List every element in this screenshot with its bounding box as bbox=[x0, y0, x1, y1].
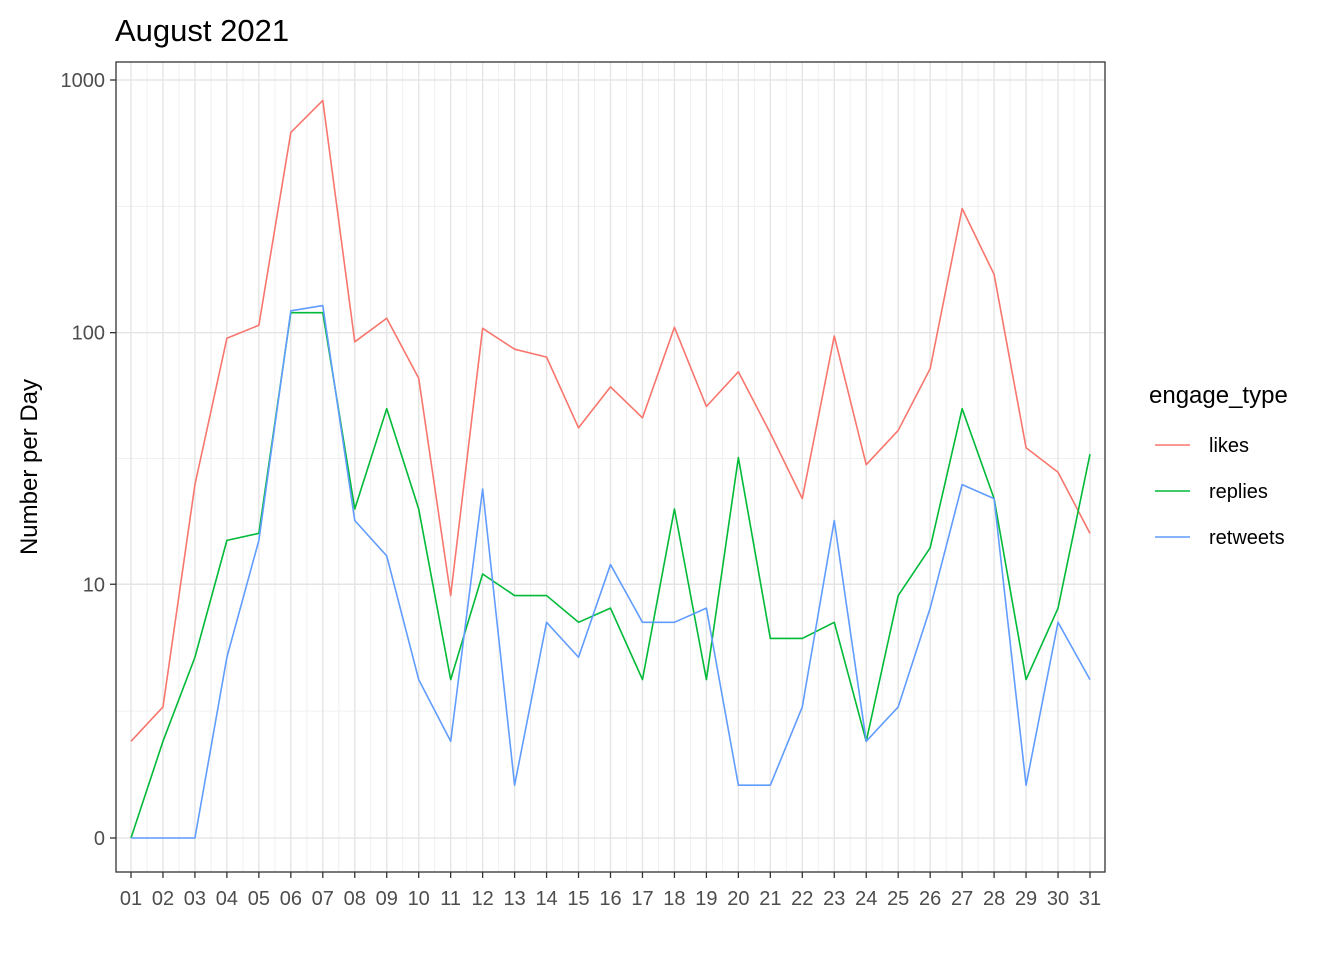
x-tick-label: 07 bbox=[312, 888, 334, 910]
legend-title: engage_type bbox=[1149, 382, 1288, 409]
series-lines bbox=[130, 99, 1091, 839]
series-line-likes bbox=[130, 99, 1091, 742]
series-line-retweets bbox=[131, 304, 1091, 839]
legend-label-replies: replies bbox=[1209, 481, 1268, 503]
y-tick-label: 0 bbox=[94, 828, 105, 850]
x-tick-label: 20 bbox=[727, 888, 749, 910]
y-tick-label: 100 bbox=[72, 323, 105, 345]
x-tick-label: 18 bbox=[663, 888, 685, 910]
x-tick-label: 01 bbox=[120, 888, 142, 910]
legend: engage_type likes replies retweets bbox=[1149, 382, 1288, 549]
x-tick-label: 22 bbox=[791, 888, 813, 910]
y-axis-title: Number per Day bbox=[16, 379, 43, 555]
legend-label-likes: likes bbox=[1209, 435, 1249, 457]
x-tick-label: 02 bbox=[152, 888, 174, 910]
x-tick-label: 13 bbox=[503, 888, 525, 910]
x-axis: 01 02 03 04 05 06 07 08 09 10 11 12 13 14 15 16 17 18 19 20… bbox=[120, 872, 1101, 910]
x-tick-label: 23 bbox=[823, 888, 845, 910]
x-tick-label: 08 bbox=[344, 888, 366, 910]
x-tick-label: 21 bbox=[759, 888, 781, 910]
x-tick-label: 14 bbox=[535, 888, 557, 910]
x-tick-label: 17 bbox=[631, 888, 653, 910]
x-tick-label: 26 bbox=[919, 888, 941, 910]
x-tick-label: 12 bbox=[472, 888, 494, 910]
x-tick-label: 10 bbox=[408, 888, 430, 910]
x-tick-label: 09 bbox=[376, 888, 398, 910]
x-tick-label: 11 bbox=[440, 888, 461, 910]
x-tick-label: 06 bbox=[280, 888, 302, 910]
major-gridlines bbox=[116, 62, 1105, 872]
x-tick-label: 24 bbox=[855, 888, 877, 910]
chart-title: August 2021 bbox=[115, 13, 289, 48]
x-tick-label: 04 bbox=[216, 888, 238, 910]
y-axis: 0 10 100 1000 bbox=[61, 70, 116, 850]
x-tick-label: 28 bbox=[983, 888, 1005, 910]
x-tick-label: 19 bbox=[695, 888, 717, 910]
x-tick-label: 25 bbox=[887, 888, 909, 910]
x-tick-label: 03 bbox=[184, 888, 206, 910]
legend-label-retweets: retweets bbox=[1209, 527, 1285, 549]
x-tick-label: 31 bbox=[1079, 888, 1101, 910]
y-tick-label: 10 bbox=[83, 574, 105, 596]
y-tick-label: 1000 bbox=[61, 70, 106, 92]
x-tick-label: 29 bbox=[1015, 888, 1037, 910]
x-tick-label: 27 bbox=[951, 888, 973, 910]
x-tick-label: 15 bbox=[567, 888, 589, 910]
x-tick-label: 16 bbox=[599, 888, 621, 910]
x-tick-label: 30 bbox=[1047, 888, 1069, 910]
x-tick-label: 05 bbox=[248, 888, 270, 910]
